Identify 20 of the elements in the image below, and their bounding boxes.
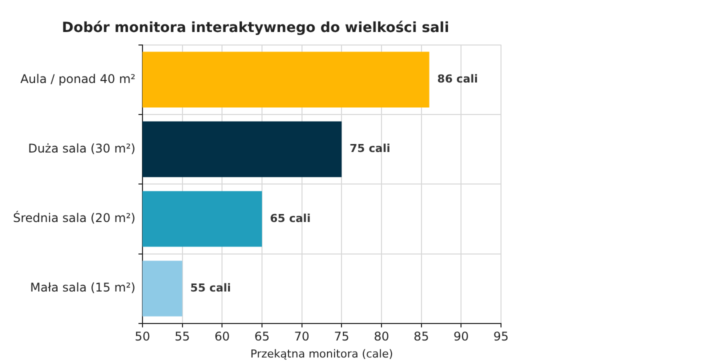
data-label: 75 cali xyxy=(350,142,390,156)
x-axis-title: Przekątna monitora (cale) xyxy=(250,347,394,360)
data-label: 55 cali xyxy=(190,281,231,294)
y-tick-label: Aula / ponad 40 m² xyxy=(20,72,136,86)
y-tick-label: Duża sala (30 m²) xyxy=(28,141,136,156)
x-tick-label: 90 xyxy=(454,330,469,344)
x-tick-label: 55 xyxy=(174,330,190,344)
x-tick-label: 50 xyxy=(134,330,150,344)
y-tick-label: Średnia sala (20 m²) xyxy=(12,210,136,226)
x-tick-label: 65 xyxy=(254,330,270,344)
data-label: 86 cali xyxy=(437,72,478,86)
x-tick-label: 80 xyxy=(374,330,390,344)
x-tick-label: 60 xyxy=(214,330,230,344)
x-tick-label: 95 xyxy=(493,330,509,344)
y-tick-label: Mała sala (15 m²) xyxy=(30,280,136,295)
chart-title: Dobór monitora interaktywnego do wielkości sali xyxy=(62,20,450,36)
x-tick-label: 70 xyxy=(294,330,310,344)
x-tick-label: 75 xyxy=(334,330,350,344)
data-label: 65 cali xyxy=(270,212,311,225)
x-tick-label: 85 xyxy=(414,330,429,344)
